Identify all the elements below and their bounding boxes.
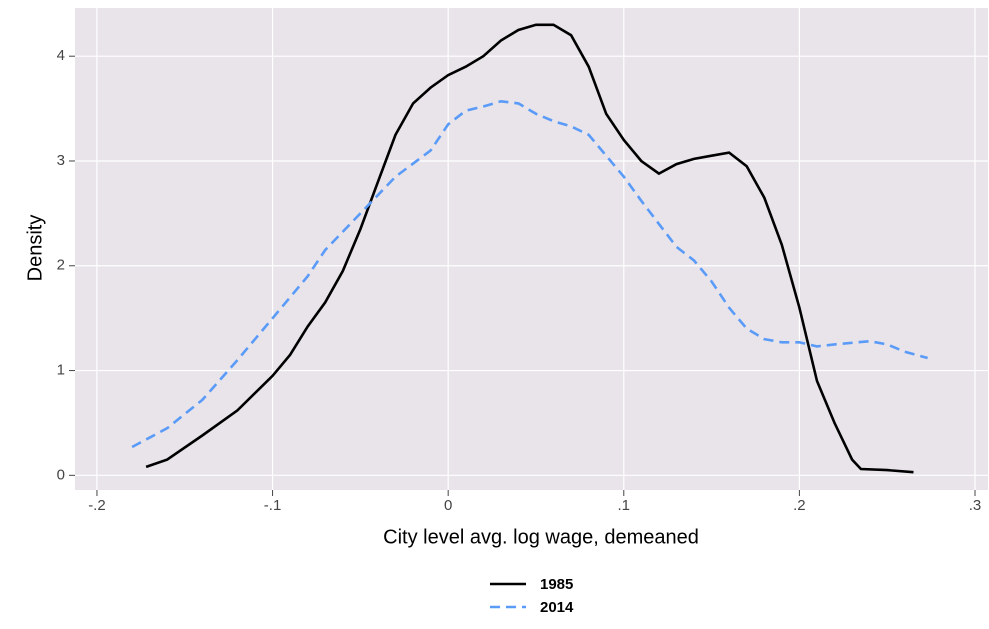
legend-label: 2014 [540, 599, 574, 616]
y-axis-label: Density [24, 215, 46, 282]
y-tick-label: 4 [57, 47, 65, 64]
legend-label: 1985 [540, 576, 573, 593]
x-tick-label: -.1 [264, 497, 282, 514]
x-tick-label: .1 [618, 497, 631, 514]
plot-area [75, 8, 988, 490]
y-tick-label: 1 [57, 362, 65, 379]
line [145, 23, 914, 474]
x-tick-label: .2 [793, 497, 806, 514]
line [131, 99, 928, 449]
x-tick-label: -.2 [88, 497, 106, 514]
x-tick-label: .3 [969, 497, 982, 514]
y-tick-label: 0 [57, 466, 65, 483]
y-tick-label: 2 [57, 257, 65, 274]
y-tick-label: 3 [57, 152, 65, 169]
x-tick-label: 0 [444, 497, 452, 514]
x-axis-label: City level avg. log wage, demeaned [383, 526, 699, 548]
